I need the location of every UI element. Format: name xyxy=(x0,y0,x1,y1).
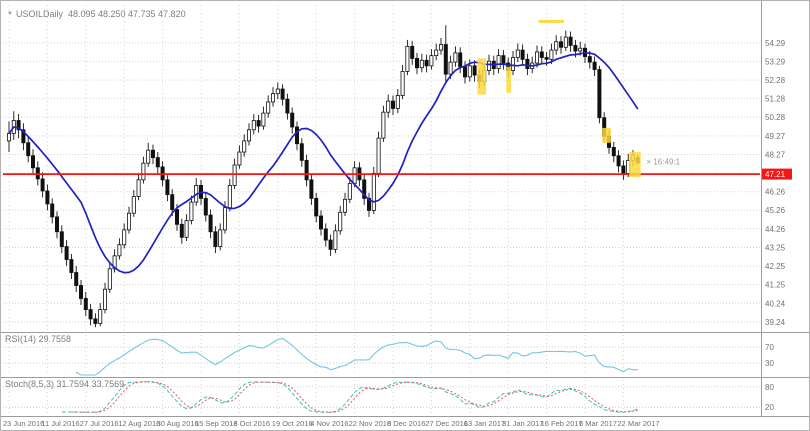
date-axis-label: 31 Jan 2017 xyxy=(502,419,543,428)
moving-average-line xyxy=(8,51,639,274)
date-axis-label: 19 Oct 2016 xyxy=(272,419,313,428)
date-axis-label: 30 Aug 2016 xyxy=(157,419,199,428)
stoch-k-line xyxy=(61,381,638,413)
date-axis-label: 27 Dec 2016 xyxy=(425,419,468,428)
date-axis-label: 27 Jul 2016 xyxy=(80,419,119,428)
candlestick-series xyxy=(7,25,640,328)
price-axis-label: 44.26 xyxy=(765,225,786,234)
date-axis-label: 6 Mar 2017 xyxy=(579,419,617,428)
stoch-level-label: 20 xyxy=(765,403,774,412)
price-axis[interactable]: 54.29 53.29 52.28 51.28 50.28 49.27 48.27 46.26… xyxy=(762,39,792,327)
date-axis-label: 11 Jul 2016 xyxy=(41,419,79,428)
price-axis-label: 41.25 xyxy=(765,281,786,290)
stoch-d-line xyxy=(71,381,638,413)
date-axis-label: 8 Dec 2016 xyxy=(387,419,425,428)
price-axis-label: 49.27 xyxy=(765,132,786,141)
grid-lines xyxy=(3,5,760,414)
current-price-badge xyxy=(762,168,792,180)
date-axis-label: 22 Mar 2017 xyxy=(617,419,659,428)
price-axis-label: 42.25 xyxy=(765,262,786,271)
crosshair-annotation: × 16:49:1 xyxy=(646,157,680,166)
rsi-line xyxy=(75,337,638,376)
rsi-level-label: 30 xyxy=(765,359,774,368)
stochastic-panel[interactable]: 80 20 xyxy=(3,381,774,413)
date-axis-label: 16 Feb 2017 xyxy=(541,419,583,428)
current-price-badge-text: 47.21 xyxy=(765,170,786,179)
date-axis-label: 13 Jan 2017 xyxy=(464,419,505,428)
price-axis-label: 46.26 xyxy=(765,188,786,197)
price-axis-label: 53.29 xyxy=(765,57,786,66)
crosshair-measure-label: × 16:49:1 xyxy=(646,157,680,166)
date-axis-label: 12 Aug 2016 xyxy=(118,419,160,428)
panel-separators xyxy=(1,1,809,417)
price-axis-label: 51.28 xyxy=(765,95,786,104)
price-axis-label: 40.24 xyxy=(765,299,786,308)
price-axis-label: 54.29 xyxy=(765,39,786,48)
highlight-objects[interactable] xyxy=(477,19,641,178)
price-axis-label: 52.28 xyxy=(765,76,786,85)
rsi-panel[interactable]: 70 30 xyxy=(3,337,774,376)
price-axis-label: 43.25 xyxy=(765,244,786,253)
date-axis-label: 3 Oct 2016 xyxy=(233,419,270,428)
price-axis-label: 39.24 xyxy=(765,318,786,327)
price-axis-label: 45.26 xyxy=(765,206,786,215)
price-axis-label: 50.28 xyxy=(765,113,786,122)
date-axis-label: 22 Nov 2016 xyxy=(349,419,392,428)
stoch-level-label: 80 xyxy=(765,383,774,392)
date-axis-label: 23 Jun 2016 xyxy=(3,419,44,428)
price-axis-label: 48.27 xyxy=(765,150,786,159)
date-axis-label: 4 Nov 2016 xyxy=(310,419,348,428)
rsi-level-label: 70 xyxy=(765,343,774,352)
date-axis-label: 15 Sep 2016 xyxy=(195,419,238,428)
